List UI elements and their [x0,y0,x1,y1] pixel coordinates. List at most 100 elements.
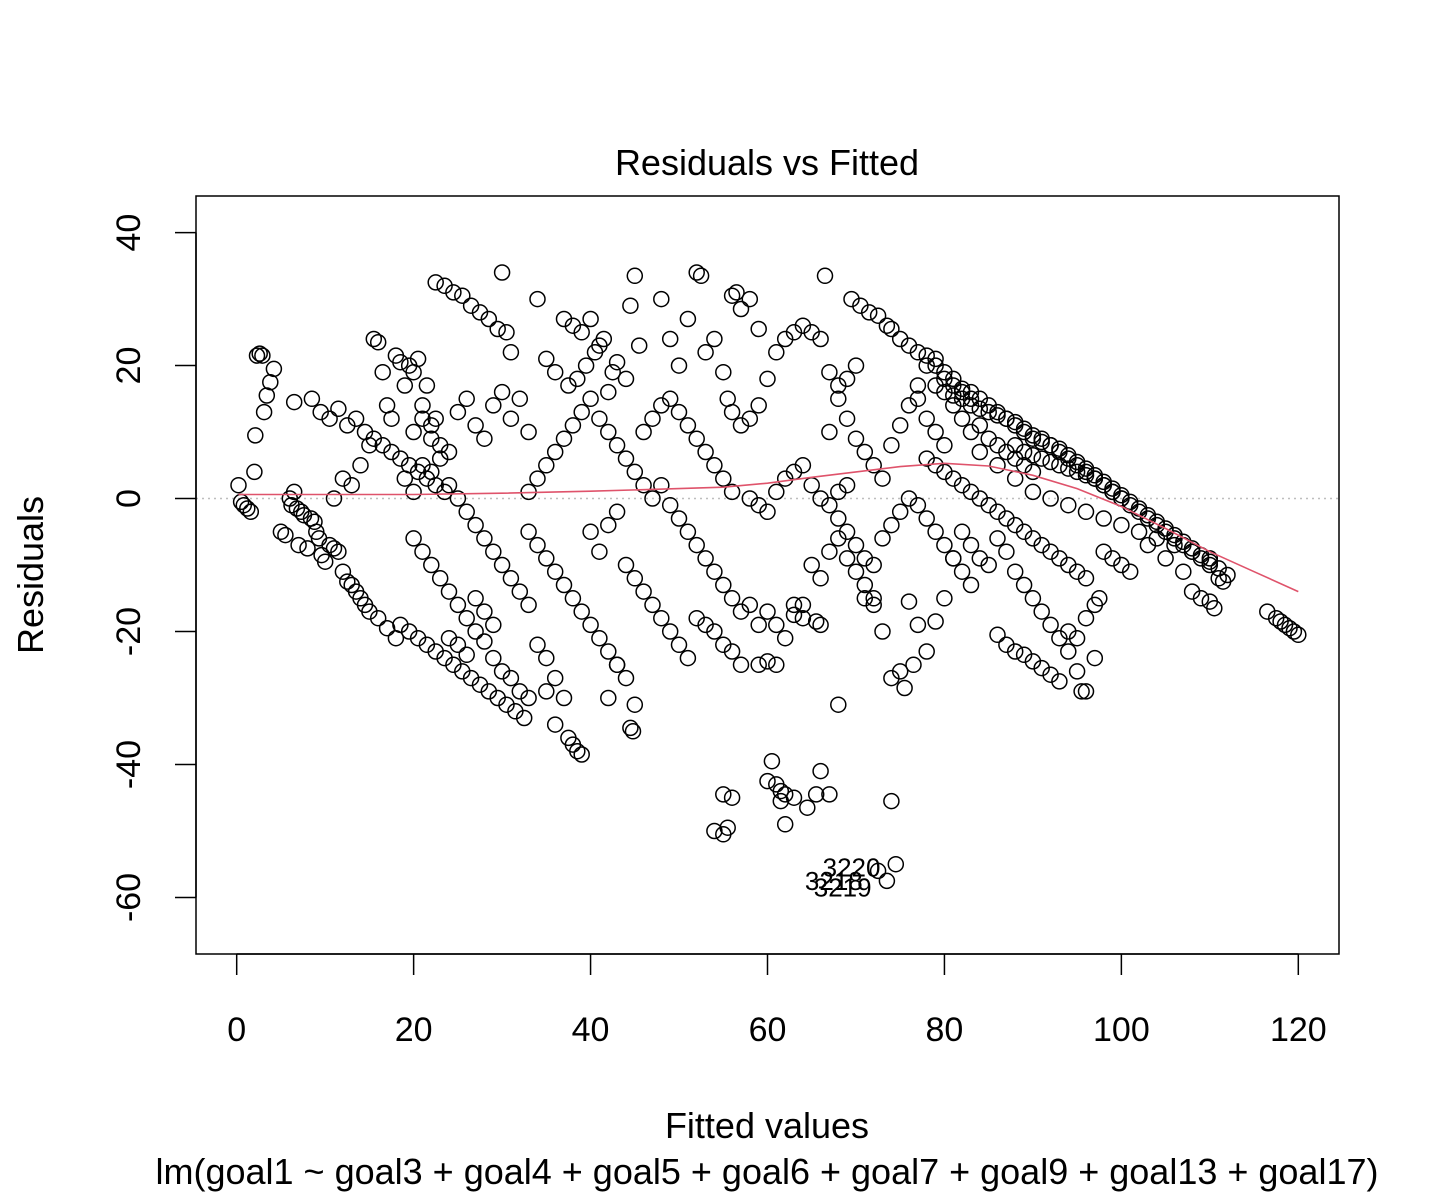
residual-point [715,786,732,803]
residual-point [462,669,480,687]
residual-point [1073,683,1090,700]
outlier-label: 3220 [823,853,881,883]
y-tick-label: 20 [110,347,148,385]
residual-point [626,463,644,481]
residual-point [414,410,431,427]
residual-point [768,483,785,501]
residual-point [812,616,829,634]
residual-point [692,267,710,285]
residual-point [418,377,436,394]
residual-point [617,370,635,388]
residual-point [874,530,891,547]
residual-point [369,334,387,351]
residual-point [821,496,838,514]
residual-point [821,786,838,803]
residual-point [489,320,506,338]
residual-point [626,267,644,285]
residual-point [661,623,679,640]
residual-point [878,872,896,890]
residual-point [560,377,577,394]
residual-point [458,503,475,521]
residual-point [918,510,935,527]
residual-point [1290,626,1307,644]
residual-point [255,403,273,421]
residual-point [989,457,1006,474]
x-axis-label: Fitted values [665,1105,869,1146]
residual-point [476,430,493,447]
residual-point [803,476,820,494]
residual-point [277,526,294,544]
residual-point [874,470,891,487]
residual-point [1157,550,1174,567]
residual-point [759,603,776,620]
residual-point [423,463,440,481]
residual-point [821,363,838,381]
residual-point [936,370,953,388]
residual-point [723,643,741,660]
residual-point [604,363,621,381]
residual-point [883,320,900,338]
residual-point [564,317,582,334]
residual-point [608,353,626,371]
residual-point [962,390,980,408]
residual-point [891,503,909,521]
residual-point [776,816,794,833]
residual-point [555,430,573,447]
residual-point [1060,496,1077,514]
residual-point [569,370,586,388]
residual-point [803,556,820,574]
residual-point [449,490,467,507]
residual-point [776,629,794,647]
residual-point [1051,457,1068,474]
residual-point [600,643,617,660]
residual-point [980,403,997,421]
residual-point [1068,663,1086,680]
residual-point [909,344,927,361]
residual-point [998,543,1015,560]
x-tick-label: 40 [572,1011,610,1049]
y-tick-label: -60 [110,873,148,922]
residual-point [794,609,812,627]
residual-point [759,772,776,790]
residual-point [1175,563,1192,580]
residual-point [883,516,900,534]
residual-point [299,540,316,557]
residual-point [1077,570,1095,587]
residual-point [838,370,856,388]
residual-point [741,596,759,614]
residual-point [830,377,847,394]
residual-point [891,663,909,680]
residual-point [697,344,714,361]
residual-point [887,855,905,873]
residual-point [396,377,414,394]
residual-point [653,609,670,627]
residual-point [679,310,697,328]
residual-point [449,636,467,654]
residual-point [723,590,741,607]
residual-point [369,609,387,627]
residual-point [750,656,767,674]
x-tick-label: 0 [227,1011,246,1049]
residual-point [785,596,803,614]
residual-point [759,653,776,670]
points-layer [230,264,1307,890]
residual-point [679,523,697,541]
residual-point [480,310,498,328]
residual-point [555,576,573,594]
residual-point [334,563,352,580]
residual-point [1051,673,1068,690]
residual-point [440,629,458,647]
residual-point [812,570,829,587]
residual-point [918,410,935,427]
residual-point [697,616,714,634]
residual-point [794,317,812,334]
residual-point [608,503,626,521]
y-tick-label: 0 [110,489,148,508]
residual-point [312,403,329,421]
residual-point [248,347,266,364]
residual-point [838,410,856,427]
residual-point [624,723,642,740]
residual-point [878,317,896,334]
residual-point [1276,616,1294,634]
residual-point [670,403,688,421]
